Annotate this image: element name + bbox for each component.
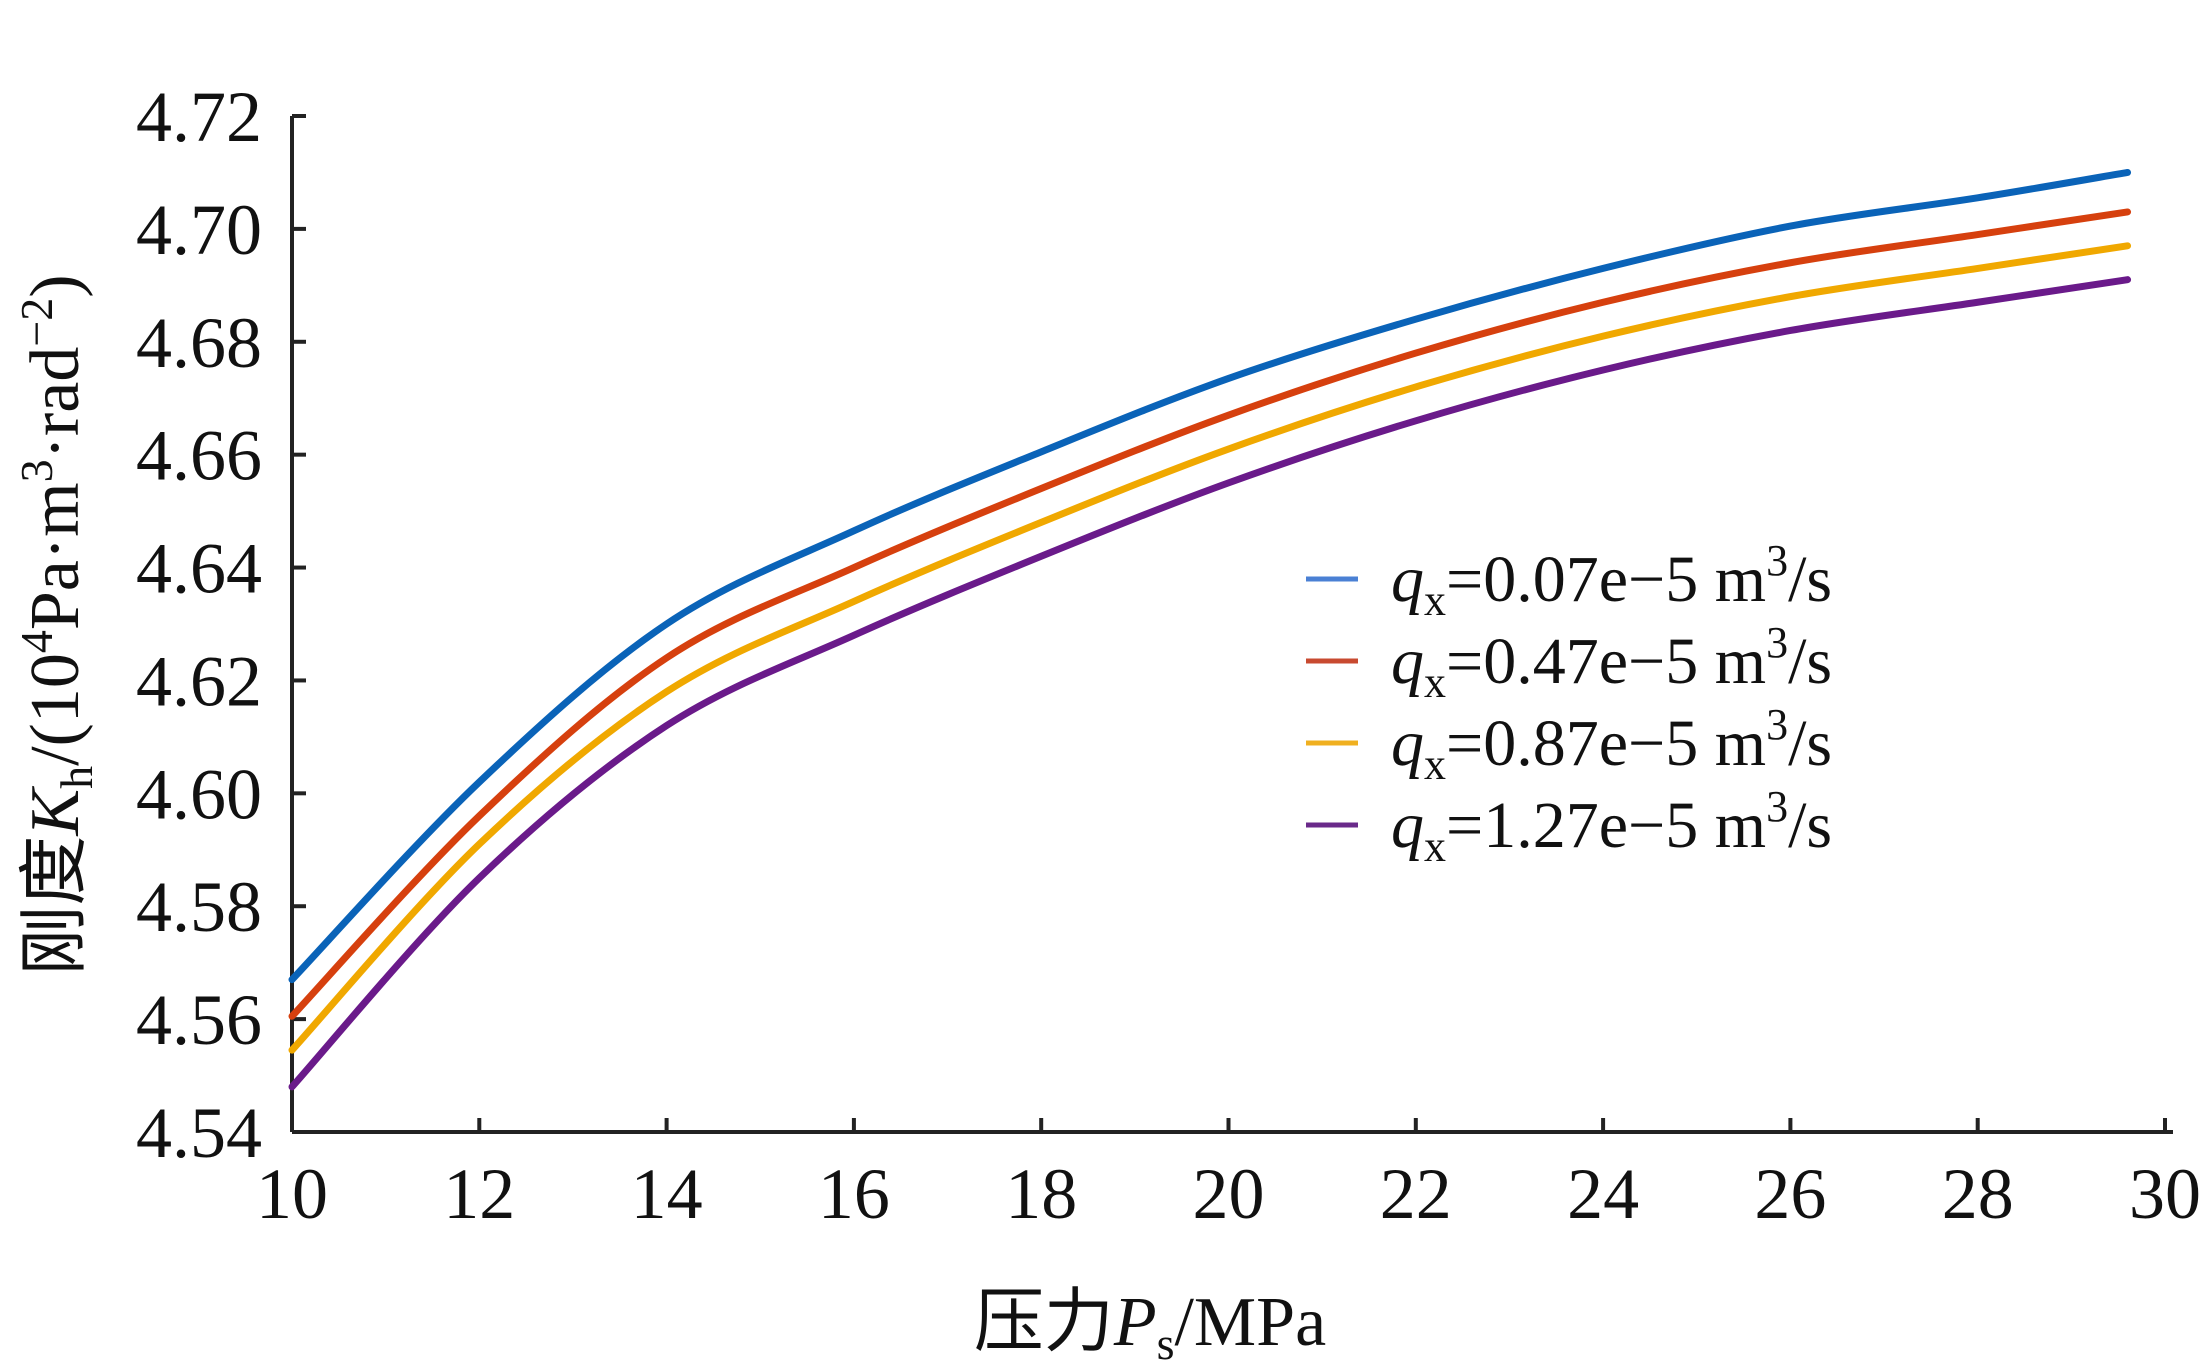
series-lines <box>288 168 2132 1091</box>
x-tick-label: 30 <box>2129 1154 2201 1234</box>
x-tick-label: 14 <box>631 1154 703 1234</box>
y-tick-label: 4.58 <box>136 867 262 947</box>
x-axis-label: 压力Ps/MPa <box>974 1284 1326 1368</box>
x-tick-label: 12 <box>443 1154 515 1234</box>
x-tick-label: 20 <box>1193 1154 1265 1234</box>
series-line <box>288 168 2132 984</box>
y-tick-label: 4.54 <box>136 1093 262 1173</box>
x-tick-label: 18 <box>1005 1154 1077 1234</box>
legend: qx=0.07e−5 m3/sqx=0.47e−5 m3/sqx=0.87e−5… <box>1306 536 1832 871</box>
series-line <box>288 276 2132 1091</box>
series-line <box>288 242 2132 1054</box>
x-tick-label: 26 <box>1754 1154 1826 1234</box>
y-tick-label: 4.62 <box>136 641 262 721</box>
y-axis-label: 刚度Kh/(104Pa·m3·rad−2) <box>11 274 102 975</box>
x-tick-label: 10 <box>256 1154 328 1234</box>
legend-label: qx=0.47e−5 m3/s <box>1391 618 1832 707</box>
y-tick-label: 4.60 <box>136 754 262 834</box>
x-tick-label: 28 <box>1942 1154 2014 1234</box>
y-tick-label: 4.70 <box>136 190 262 270</box>
legend-label: qx=1.27e−5 m3/s <box>1391 782 1832 871</box>
x-tick-label: 24 <box>1567 1154 1639 1234</box>
legend-label: qx=0.07e−5 m3/s <box>1391 536 1832 625</box>
y-tick-label: 4.72 <box>136 77 262 157</box>
axes: 10 12 14 16 18 20 22 24 26 28 30 4.54 4.56 4.58 4.60 4.… <box>136 77 2201 1234</box>
x-tick-label: 16 <box>818 1154 890 1234</box>
y-tick-label: 4.56 <box>136 980 262 1060</box>
y-tick-label: 4.68 <box>136 303 262 383</box>
y-tick-label: 4.66 <box>136 416 262 496</box>
legend-label: qx=0.87e−5 m3/s <box>1391 700 1832 789</box>
y-tick-label: 4.64 <box>136 529 262 609</box>
x-tick-label: 22 <box>1380 1154 1452 1234</box>
series-line <box>288 208 2132 1020</box>
